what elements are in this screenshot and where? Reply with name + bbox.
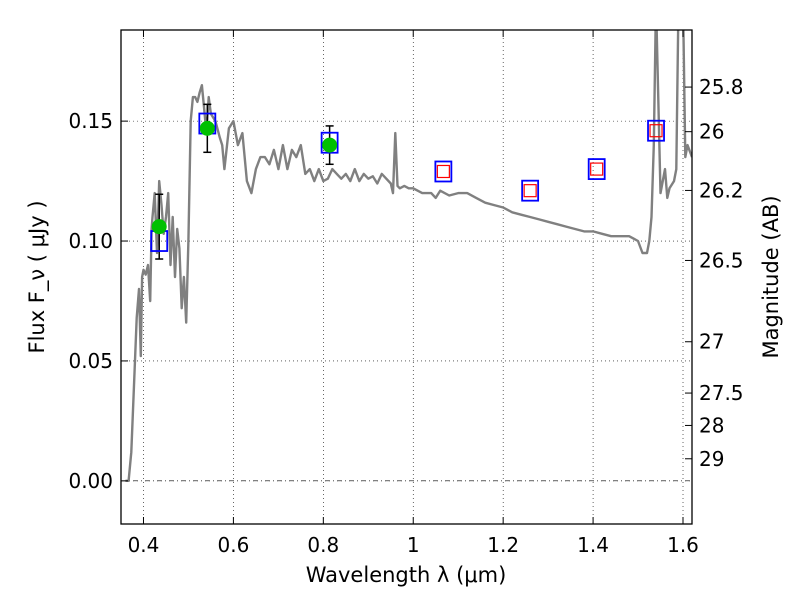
right-axis-label: Magnitude (AB) — [759, 195, 783, 358]
right-tick-label: 27.5 — [699, 381, 744, 405]
right-tick-label: 25.8 — [699, 75, 744, 99]
x-axis-label: Wavelength λ (μm) — [306, 563, 507, 587]
x-tick-label: 0.4 — [128, 533, 160, 557]
model-point — [521, 179, 540, 202]
limit-point — [590, 162, 604, 176]
model-point — [320, 131, 339, 154]
right-tick-label: 26.5 — [699, 248, 744, 272]
x-tick-label: 1.2 — [487, 533, 519, 557]
y-axis: 0.00 0.05 0.10 0.15 — [68, 109, 128, 493]
limit-point — [649, 124, 663, 138]
y-tick-label: 0.00 — [68, 469, 113, 493]
observed-point — [151, 219, 167, 235]
plot-background — [121, 30, 692, 524]
x-tick-label: 1 — [407, 533, 420, 557]
limit-point — [436, 164, 450, 179]
x-tick-label: 0.6 — [217, 533, 249, 557]
right-tick-label: 26.2 — [699, 178, 744, 202]
right-tick-label: 27 — [699, 330, 724, 354]
observed-point — [322, 137, 338, 153]
x-tick-label: 1.6 — [667, 533, 699, 557]
y-axis-label: Flux F_ν ( μJy ) — [25, 200, 50, 353]
x-tick-label: 1.4 — [577, 533, 609, 557]
x-axis: 0.4 0.6 0.8 1 1.2 1.4 1.6 — [128, 30, 699, 557]
right-tick-label: 28 — [699, 413, 724, 437]
limit-point — [523, 184, 537, 198]
y-tick-label: 0.15 — [68, 109, 113, 133]
x-tick-label: 0.8 — [307, 533, 339, 557]
y-tick-label: 0.05 — [68, 349, 113, 373]
y-tick-label: 0.10 — [68, 229, 113, 253]
photometry-points — [150, 103, 665, 260]
plot-frame — [120, 29, 693, 525]
right-tick-label: 26 — [699, 120, 724, 144]
model-spectrum — [125, 30, 692, 482]
right-tick-label: 29 — [699, 447, 724, 471]
observed-point — [199, 120, 215, 136]
model-point — [587, 158, 606, 180]
model-point — [647, 119, 665, 142]
right-magnitude-axis: 25.8 26 26.2 26.5 27 27.5 28 29 — [685, 75, 744, 471]
model-point — [434, 160, 453, 183]
spectrum-line — [125, 30, 692, 482]
